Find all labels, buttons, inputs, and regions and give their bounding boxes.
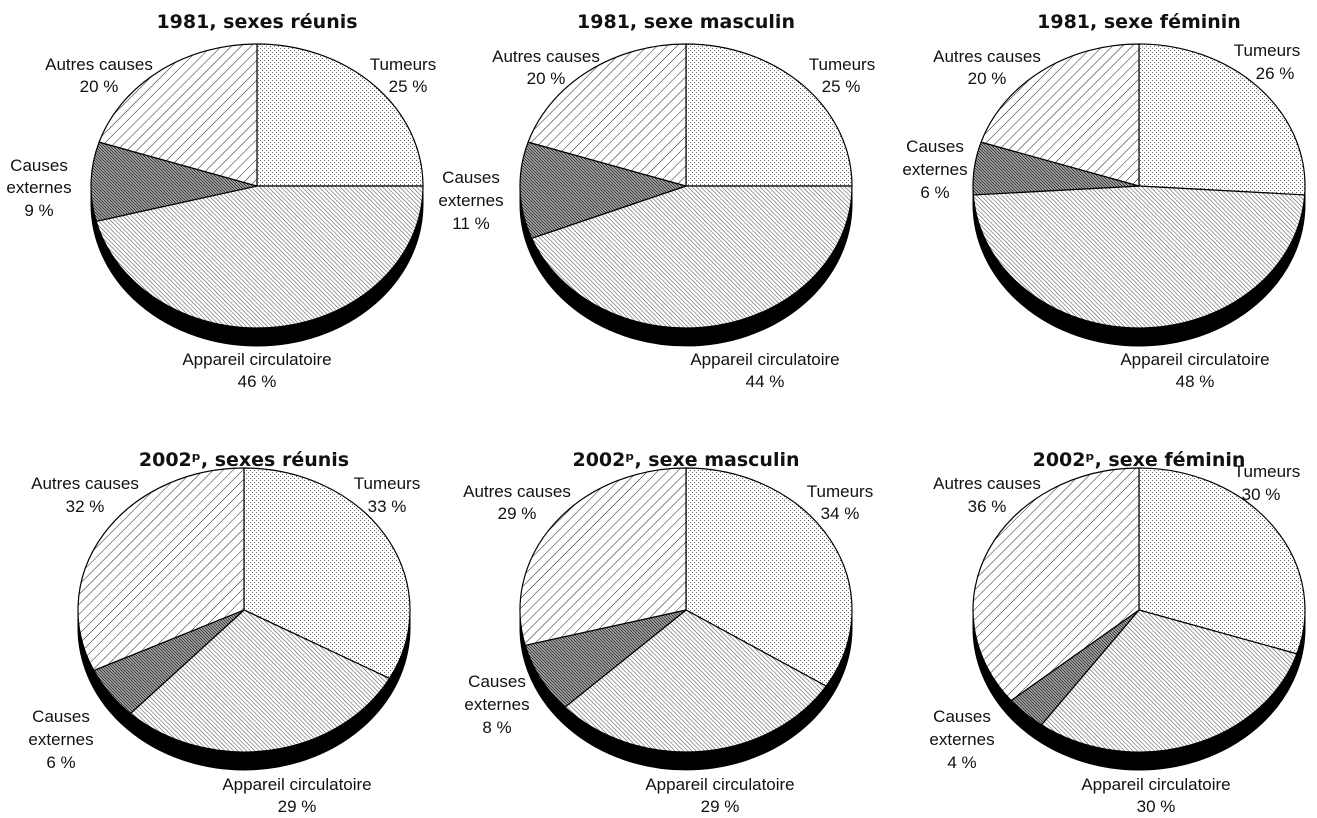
slice-value-tumeurs: 33 %	[368, 497, 407, 516]
slice-label-appareil-circulatoire: Appareil circulatoire	[1081, 775, 1230, 794]
slice-label-causes-externes: Causes	[906, 137, 964, 156]
slice-label-causes-externes-line2: externes	[929, 730, 994, 749]
slice-value-causes-externes: 9 %	[24, 201, 53, 220]
slice-label-causes-externes-line2: externes	[6, 178, 71, 197]
slice-value-autres-causes: 36 %	[968, 497, 1007, 516]
slice-label-tumeurs: Tumeurs	[1234, 462, 1300, 481]
pie-slice-autres-causes	[519, 467, 687, 646]
slice-value-autres-causes: 29 %	[498, 504, 537, 523]
slice-value-tumeurs: 25 %	[389, 77, 428, 96]
slice-value-tumeurs: 26 %	[1256, 64, 1295, 83]
pie-slice-autres-causes	[527, 43, 687, 187]
pie-slice-tumeurs	[1138, 467, 1306, 655]
slice-label-appareil-circulatoire: Appareil circulatoire	[690, 350, 839, 369]
slice-label-autres-causes: Autres causes	[933, 47, 1041, 66]
slice-value-causes-externes: 11 %	[452, 214, 490, 233]
slice-value-tumeurs: 25 %	[822, 77, 861, 96]
pie-slice-appareil-circulatoire	[564, 609, 827, 753]
pie-panel-1981-male: 1981, sexe masculin Tumeurs 25 % Apparei…	[438, 11, 875, 391]
chart-title: 1981, sexe masculin	[577, 11, 795, 33]
slice-value-appareil-circulatoire: 29 %	[701, 797, 740, 816]
slice-value-autres-causes: 32 %	[66, 497, 105, 516]
slice-label-appareil-circulatoire: Appareil circulatoire	[222, 775, 371, 794]
slice-value-appareil-circulatoire: 44 %	[746, 372, 785, 391]
slice-label-autres-causes: Autres causes	[45, 55, 153, 74]
pie-body	[77, 467, 411, 771]
slice-label-appareil-circulatoire: Appareil circulatoire	[1120, 350, 1269, 369]
pie-panel-2002-male: 2002ᵖ, sexe masculin Tumeurs 34 % Appare…	[463, 449, 873, 816]
slice-label-appareil-circulatoire: Appareil circulatoire	[645, 775, 794, 794]
pie-slice-autres-causes	[972, 467, 1140, 702]
slice-label-causes-externes: Causes	[442, 168, 500, 187]
pie-slice-tumeurs	[685, 43, 853, 187]
slice-value-autres-causes: 20 %	[968, 69, 1007, 88]
pie-slice-tumeurs	[256, 43, 424, 187]
slice-label-tumeurs: Tumeurs	[354, 474, 420, 493]
pie-slice-appareil-circulatoire	[1040, 609, 1298, 753]
slice-label-causes-externes-line2: externes	[28, 730, 93, 749]
chart-title: 2002ᵖ, sexe masculin	[572, 449, 799, 471]
pie-slice-causes-externes	[519, 141, 687, 239]
chart-title: 2002ᵖ, sexe féminin	[1033, 449, 1246, 471]
slice-label-tumeurs: Tumeurs	[370, 55, 436, 74]
pie-body	[972, 43, 1306, 347]
slice-value-tumeurs: 30 %	[1242, 485, 1281, 504]
pie-slice-appareil-circulatoire	[531, 185, 853, 329]
chart-title: 1981, sexe féminin	[1037, 11, 1241, 33]
slice-value-appareil-circulatoire: 46 %	[238, 372, 277, 391]
chart-title: 1981, sexes réunis	[156, 11, 357, 33]
slice-label-causes-externes: Causes	[933, 707, 991, 726]
slice-value-causes-externes: 4 %	[947, 753, 976, 772]
pie-slice-autres-causes	[77, 467, 245, 672]
slice-label-autres-causes: Autres causes	[933, 474, 1041, 493]
pie-slice-appareil-circulatoire	[129, 609, 391, 753]
pie-slice-tumeurs	[1138, 43, 1306, 196]
slice-value-causes-externes: 8 %	[482, 718, 511, 737]
slice-value-autres-causes: 20 %	[527, 69, 566, 88]
slice-label-autres-causes: Autres causes	[31, 474, 139, 493]
slice-label-tumeurs: Tumeurs	[807, 482, 873, 501]
slice-label-causes-externes: Causes	[32, 707, 90, 726]
pie-slice-causes-externes	[90, 141, 258, 222]
pie-slice-autres-causes	[98, 43, 258, 187]
pie-slice-autres-causes	[980, 43, 1140, 187]
slice-label-causes-externes-line2: externes	[438, 191, 503, 210]
pie-body	[519, 43, 853, 347]
pie-slice-tumeurs	[685, 467, 853, 687]
slice-label-causes-externes-line2: externes	[902, 160, 967, 179]
chart-title: 2002ᵖ, sexes réunis	[139, 449, 349, 471]
pie-slice-appareil-circulatoire	[972, 185, 1306, 329]
slice-label-causes-externes: Causes	[10, 156, 68, 175]
slice-label-tumeurs: Tumeurs	[809, 55, 875, 74]
pie-body	[90, 43, 424, 347]
slice-value-causes-externes: 6 %	[920, 183, 949, 202]
pie-panel-1981-female: 1981, sexe féminin Tumeurs 26 % Appareil…	[902, 11, 1306, 391]
slice-value-autres-causes: 20 %	[80, 77, 119, 96]
pie-panel-1981-total: 1981, sexes réunis Tumeurs 25 % Appareil…	[6, 11, 436, 391]
slice-value-appareil-circulatoire: 29 %	[278, 797, 317, 816]
slice-label-autres-causes: Autres causes	[463, 482, 571, 501]
pie-panel-2002-female: 2002ᵖ, sexe féminin Tumeurs 30 % Apparei…	[929, 449, 1306, 816]
pie-slice-appareil-circulatoire	[95, 185, 424, 329]
slice-value-causes-externes: 6 %	[46, 753, 75, 772]
slice-value-tumeurs: 34 %	[821, 504, 860, 523]
slice-label-tumeurs: Tumeurs	[1234, 41, 1300, 60]
slice-value-appareil-circulatoire: 30 %	[1137, 797, 1176, 816]
pie-slice-tumeurs	[243, 467, 411, 680]
pie-panel-2002-total: 2002ᵖ, sexes réunis Tumeurs 33 % Apparei…	[28, 449, 420, 816]
pie-body	[972, 467, 1306, 771]
slice-value-appareil-circulatoire: 48 %	[1176, 372, 1215, 391]
slice-label-causes-externes-line2: externes	[464, 695, 529, 714]
slice-label-appareil-circulatoire: Appareil circulatoire	[182, 350, 331, 369]
pie-body	[519, 467, 853, 771]
slice-label-causes-externes: Causes	[468, 672, 526, 691]
slice-label-autres-causes: Autres causes	[492, 47, 600, 66]
